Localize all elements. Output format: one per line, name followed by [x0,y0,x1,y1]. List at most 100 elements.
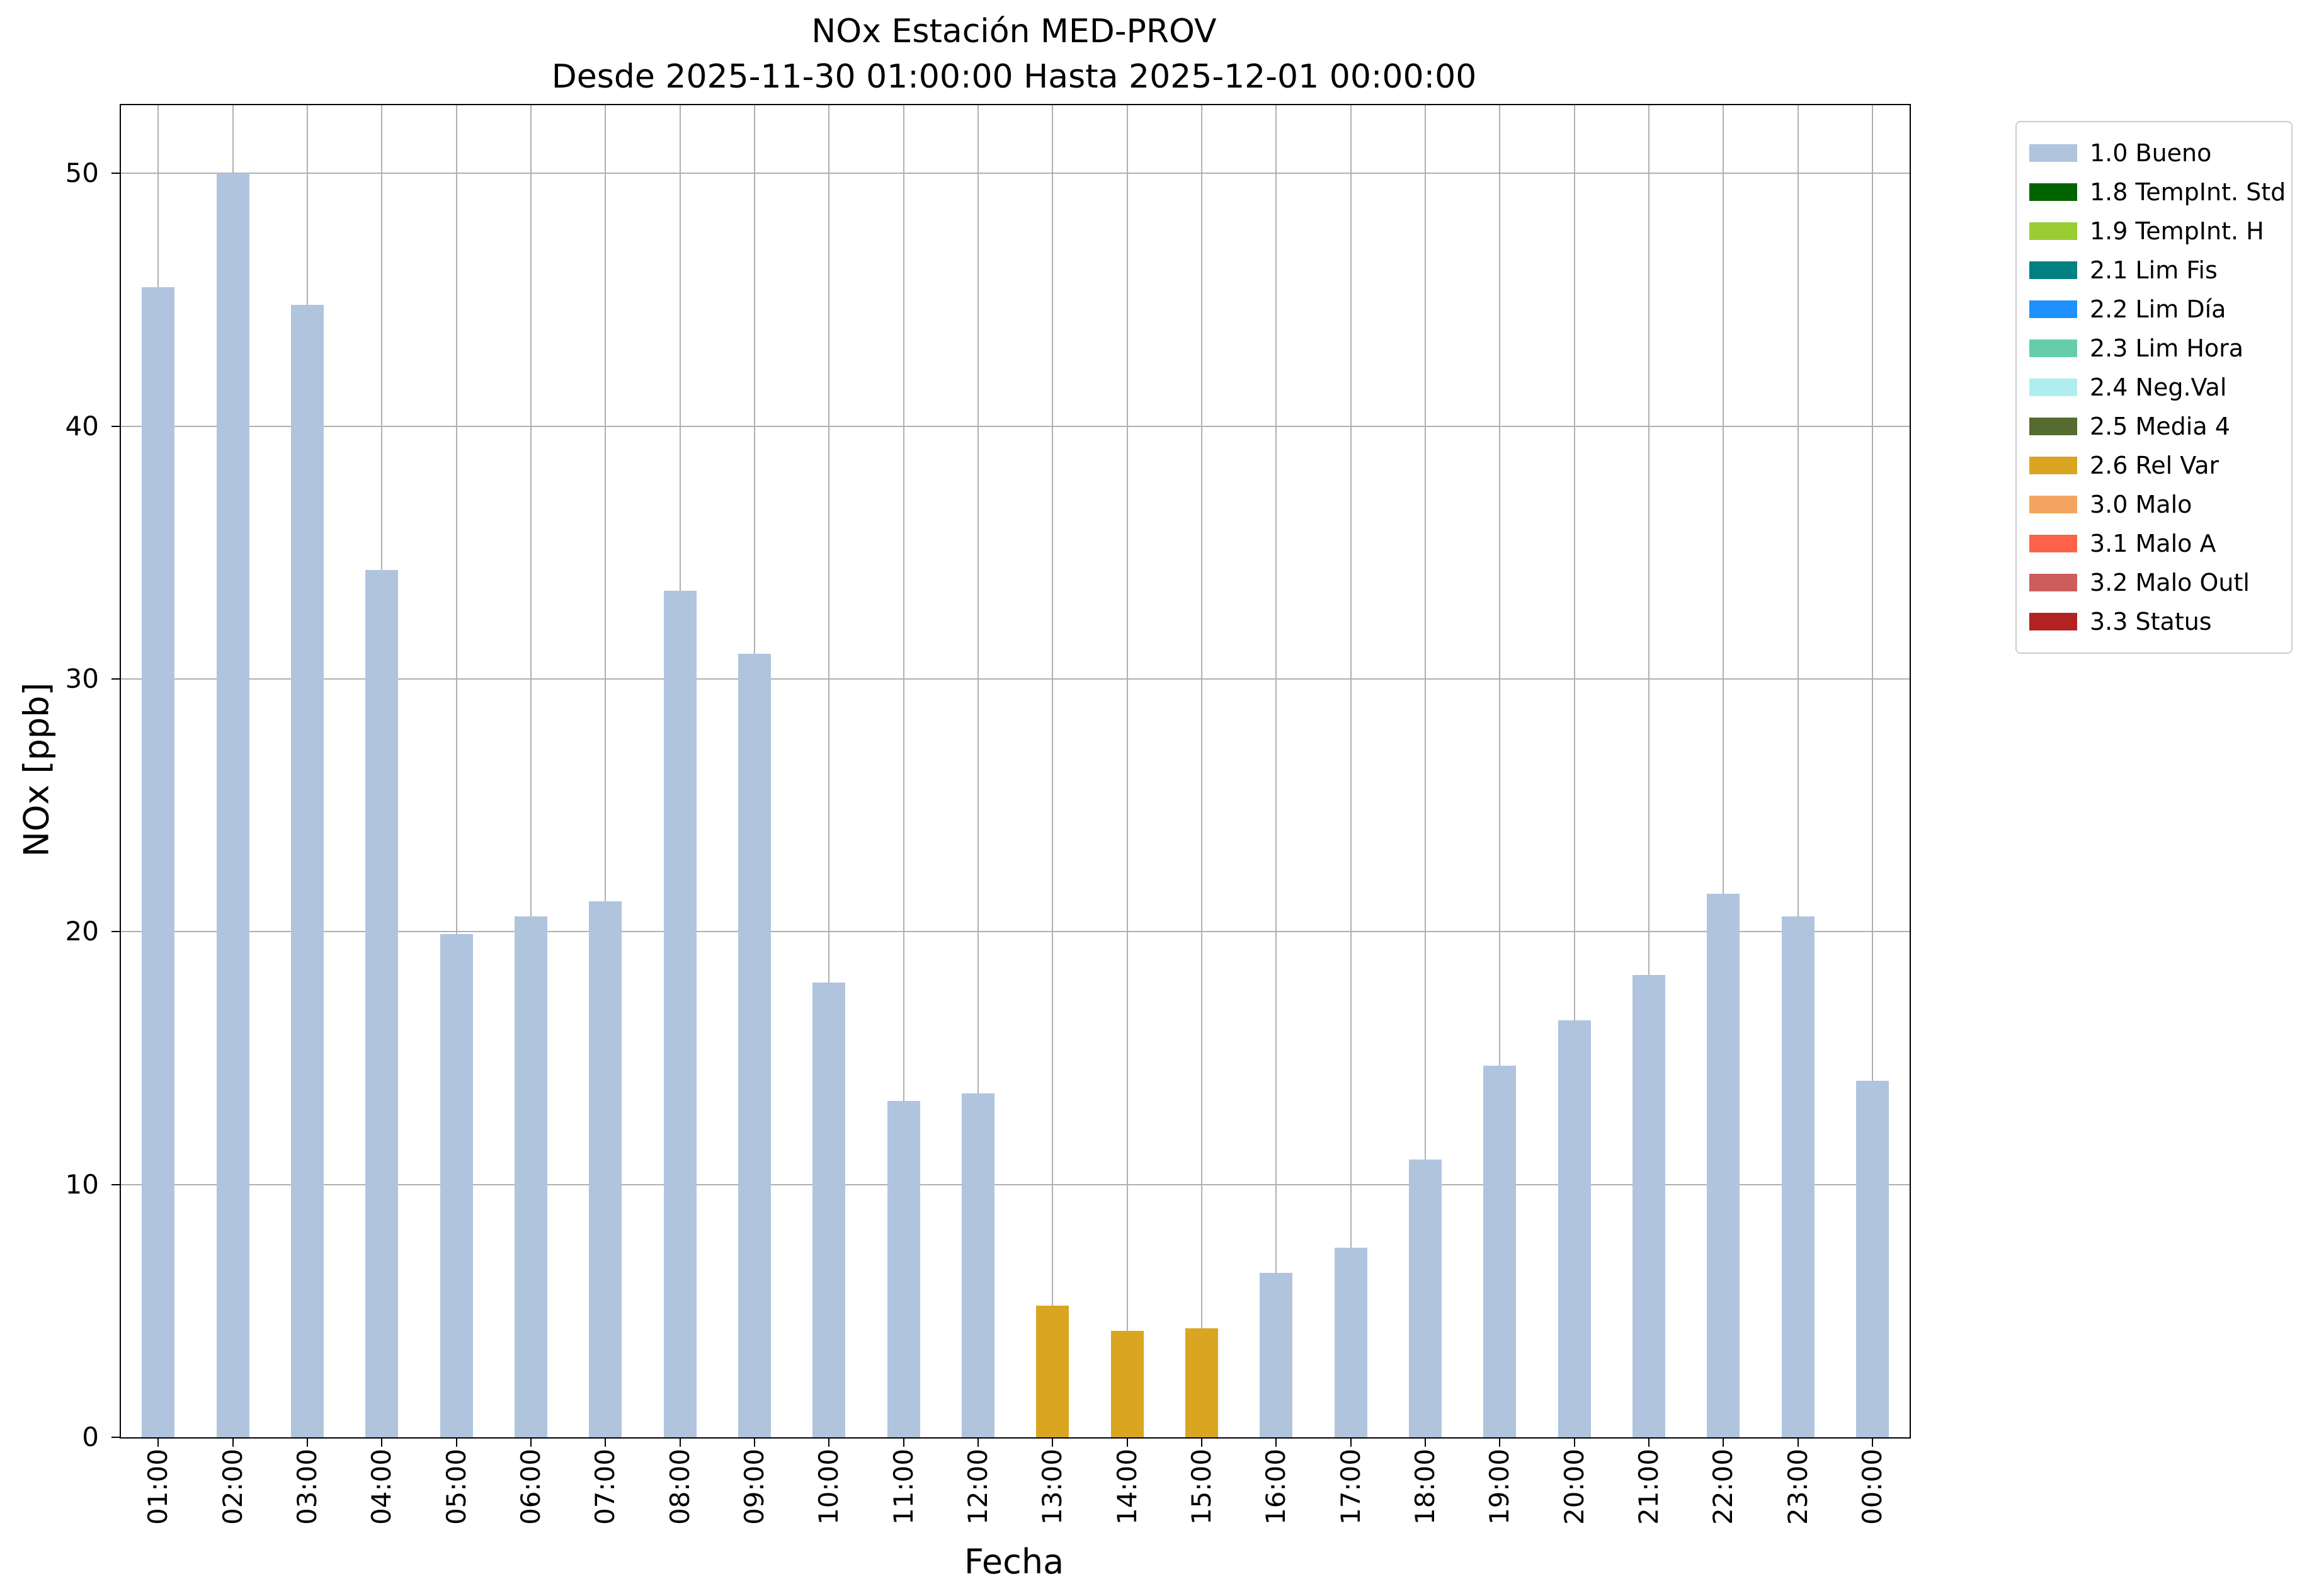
legend-item: 3.0 Malo [2029,485,2279,524]
bar [589,901,622,1437]
legend-item: 2.3 Lim Hora [2029,329,2279,368]
x-tick-mark [903,1439,904,1447]
gridline [903,105,904,1437]
legend-label: 3.3 Status [2090,608,2212,636]
legend-item: 2.6 Rel Var [2029,446,2279,485]
y-tick-label: 10 [65,1168,99,1200]
x-tick-label: 00:00 [1856,1449,1888,1525]
x-tick-label: 21:00 [1632,1449,1664,1525]
y-tick-label: 30 [65,663,99,694]
legend-label: 3.1 Malo A [2090,530,2216,557]
x-tick-label: 22:00 [1707,1449,1739,1525]
legend-label: 2.3 Lim Hora [2090,334,2244,362]
x-tick-label: 13:00 [1037,1449,1068,1525]
bar [961,1093,994,1437]
x-tick-mark [1350,1439,1352,1447]
gridline [1126,105,1128,1437]
gridline [1052,105,1054,1437]
legend-label: 2.6 Rel Var [2090,452,2219,479]
x-tick-label: 17:00 [1335,1449,1366,1525]
x-tick-label: 10:00 [813,1449,845,1525]
x-tick-label: 14:00 [1111,1449,1142,1525]
legend-item: 1.0 Bueno [2029,134,2279,173]
x-tick-mark [530,1439,532,1447]
x-tick-label: 06:00 [515,1449,546,1525]
x-tick-mark [306,1439,308,1447]
gridline [121,1183,1910,1185]
bar [812,982,846,1437]
legend-item: 2.1 Lim Fis [2029,251,2279,290]
y-tick-mark [111,425,120,427]
x-tick-mark [1424,1439,1426,1447]
bar [887,1101,920,1437]
plot-area: 0 10 20 30 40 50 01:00 02:00 03:00 04:00 05:00 06:0… [66,104,1911,1525]
x-tick-mark [455,1439,457,1447]
gridline [828,105,830,1437]
x-tick-mark [1275,1439,1277,1447]
x-tick-mark [381,1439,383,1447]
gridline [121,425,1910,427]
legend: 1.0 Bueno 1.8 TempInt. Std 1.9 TempInt. H 2… [2015,121,2293,654]
legend-item: 3.3 Status [2029,602,2279,641]
legend-item: 1.9 TempInt. H [2029,212,2279,251]
y-axis-label: NOx [ppb] [16,682,57,857]
x-axis-label: Fecha [964,1542,1064,1582]
x-tick-mark [1573,1439,1575,1447]
legend-swatch [2029,574,2077,591]
gridline [1723,105,1724,1437]
bar [1110,1331,1144,1437]
legend-label: 2.1 Lim Fis [2090,256,2218,284]
gridline [121,678,1910,680]
bar [142,287,175,1437]
gridline [1499,105,1501,1437]
bar [1855,1081,1889,1437]
gridline [1797,105,1799,1437]
gridline [455,105,457,1437]
x-tick-mark [1871,1439,1873,1447]
bar [290,305,324,1437]
x-tick-label: 11:00 [887,1449,919,1525]
gridline [1424,105,1426,1437]
bar [1483,1066,1517,1437]
legend-swatch [2029,496,2077,513]
legend-swatch [2029,222,2077,240]
legend-item: 3.1 Malo A [2029,524,2279,563]
bar [1707,894,1740,1437]
y-tick-mark [111,678,120,680]
x-tick-mark [828,1439,830,1447]
x-tick-label: 04:00 [366,1449,397,1525]
x-tick-label: 19:00 [1484,1449,1515,1525]
legend-label: 1.9 TempInt. H [2090,217,2264,245]
x-tick-mark [1797,1439,1799,1447]
y-tick-mark [111,931,120,933]
chart-subtitle: Desde 2025-11-30 01:00:00 Hasta 2025-12-… [551,58,1477,96]
y-tick-label: 0 [82,1422,99,1452]
bar [1408,1159,1442,1437]
bar [738,653,771,1437]
x-tick-label: 20:00 [1558,1449,1590,1525]
legend-label: 2.5 Media 4 [2090,413,2230,440]
legend-swatch [2029,183,2077,201]
legend-item: 3.2 Malo Outl [2029,563,2279,602]
x-tick-mark [753,1439,755,1447]
x-tick-mark [232,1439,234,1447]
gridline [1871,105,1873,1437]
legend-item: 1.8 TempInt. Std [2029,173,2286,212]
x-tick-label: 08:00 [664,1449,695,1525]
y-tick-mark [111,1183,120,1185]
x-tick-mark [679,1439,681,1447]
y-tick-label: 50 [65,157,99,189]
x-tick-label: 01:00 [142,1449,174,1525]
legend-label: 2.2 Lim Día [2090,295,2226,323]
chart-title-block: NOx Estación MED-PROV Desde 2025-11-30 0… [120,9,1908,100]
bar [1260,1273,1293,1437]
gridline [1648,105,1650,1437]
x-tick-label: 23:00 [1782,1449,1813,1525]
y-tick-mark [111,1437,120,1438]
x-tick-mark [1648,1439,1650,1447]
legend-swatch [2029,418,2077,435]
x-tick-mark [605,1439,607,1447]
bar [1558,1020,1591,1437]
legend-label: 2.4 Neg.Val [2090,373,2227,401]
